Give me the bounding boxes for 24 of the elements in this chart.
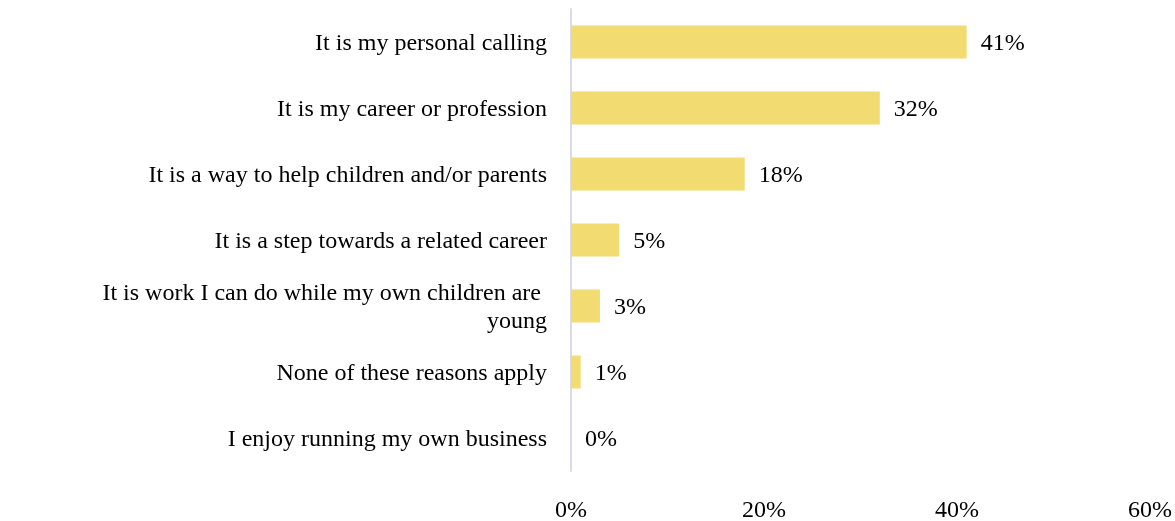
bar [571, 157, 745, 191]
y-tick-label: It is my personal calling [315, 29, 547, 55]
data-label: 1% [594, 359, 627, 385]
data-label: 3% [613, 293, 646, 319]
y-tick-label: It is a way to help children and/or parents [148, 161, 547, 187]
bar [571, 355, 581, 389]
data-label: 0% [585, 425, 617, 451]
data-label: 41% [980, 29, 1025, 55]
bar [571, 91, 880, 125]
y-tick-label: It is my career or profession [277, 95, 547, 121]
y-tick-label: None of these reasons apply [276, 359, 547, 385]
data-label: 18% [758, 161, 803, 187]
data-label: 32% [893, 95, 938, 121]
y-tick-label: It is a step towards a related career [214, 227, 547, 253]
bar [571, 289, 600, 323]
x-tick-label: 0% [555, 496, 587, 521]
bar [571, 223, 620, 257]
x-tick-label: 40% [935, 496, 979, 521]
x-tick-label: 60% [1128, 496, 1172, 521]
data-label: 5% [633, 227, 666, 253]
y-tick-label: It is work I can do while my own children are young [102, 279, 547, 333]
bar [571, 25, 967, 59]
y-tick-label: I enjoy running my own business [227, 425, 547, 451]
x-tick-label: 20% [742, 496, 786, 521]
